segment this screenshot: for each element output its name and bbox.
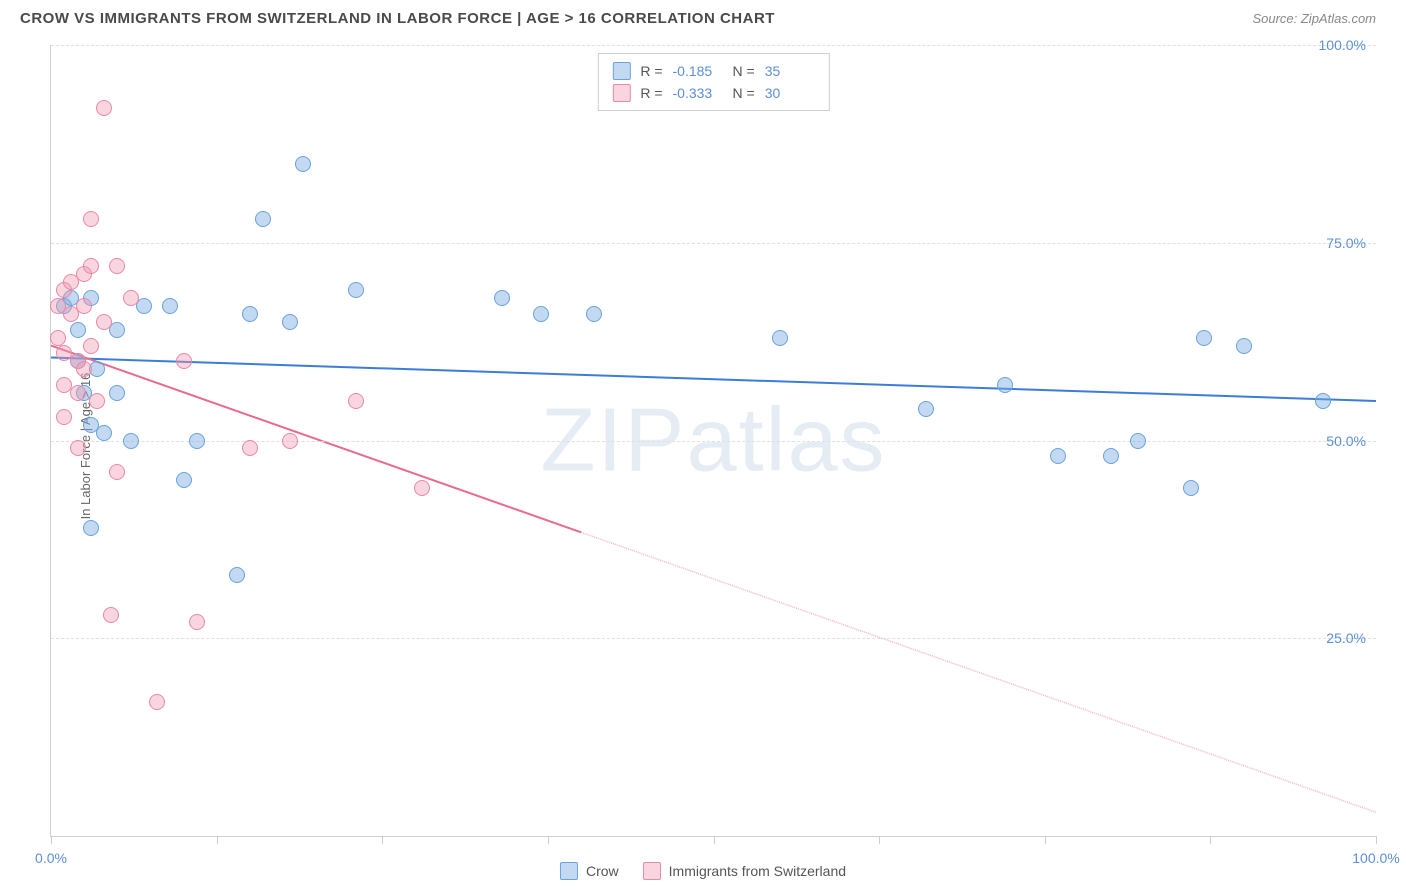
scatter-point — [1050, 448, 1066, 464]
scatter-point — [189, 433, 205, 449]
x-tick — [548, 836, 549, 844]
scatter-point — [56, 409, 72, 425]
scatter-point — [176, 472, 192, 488]
legend-row-crow: R = -0.185 N = 35 — [612, 60, 814, 82]
gridline — [51, 45, 1376, 46]
scatter-point — [282, 433, 298, 449]
scatter-chart: ZIPatlas R = -0.185 N = 35 R = -0.333 N … — [50, 45, 1376, 837]
chart-title: CROW VS IMMIGRANTS FROM SWITZERLAND IN L… — [20, 10, 775, 27]
scatter-point — [1103, 448, 1119, 464]
scatter-point — [70, 322, 86, 338]
chart-source: Source: ZipAtlas.com — [1252, 11, 1376, 26]
scatter-point — [1315, 393, 1331, 409]
scatter-point — [96, 425, 112, 441]
x-tick — [879, 836, 880, 844]
scatter-point — [1196, 330, 1212, 346]
chart-header: CROW VS IMMIGRANTS FROM SWITZERLAND IN L… — [0, 0, 1406, 37]
scatter-point — [70, 385, 86, 401]
scatter-point — [533, 306, 549, 322]
scatter-point — [83, 258, 99, 274]
x-tick — [382, 836, 383, 844]
n-label: N = — [733, 85, 755, 101]
n-label: N = — [733, 63, 755, 79]
x-tick-label: 0.0% — [35, 850, 67, 866]
scatter-point — [109, 464, 125, 480]
scatter-point — [997, 377, 1013, 393]
legend-label-crow: Crow — [586, 863, 619, 879]
scatter-point — [96, 100, 112, 116]
scatter-point — [189, 614, 205, 630]
r-label: R = — [640, 85, 662, 101]
scatter-point — [348, 282, 364, 298]
scatter-point — [242, 306, 258, 322]
scatter-point — [494, 290, 510, 306]
legend-label-swiss: Immigrants from Switzerland — [669, 863, 846, 879]
swiss-r-value: -0.333 — [673, 85, 723, 101]
scatter-point — [586, 306, 602, 322]
scatter-point — [83, 211, 99, 227]
scatter-point — [109, 258, 125, 274]
scatter-point — [70, 440, 86, 456]
x-tick-label: 100.0% — [1352, 850, 1399, 866]
swiss-swatch-icon — [612, 84, 630, 102]
scatter-point — [123, 433, 139, 449]
scatter-point — [918, 401, 934, 417]
series-legend: Crow Immigrants from Switzerland — [560, 862, 846, 880]
x-tick — [714, 836, 715, 844]
scatter-point — [229, 567, 245, 583]
scatter-point — [76, 298, 92, 314]
legend-item-swiss: Immigrants from Switzerland — [643, 862, 846, 880]
legend-item-crow: Crow — [560, 862, 619, 880]
scatter-point — [76, 361, 92, 377]
scatter-point — [103, 607, 119, 623]
x-tick — [1045, 836, 1046, 844]
scatter-point — [123, 290, 139, 306]
crow-swatch-icon — [612, 62, 630, 80]
crow-r-value: -0.185 — [673, 63, 723, 79]
scatter-point — [83, 520, 99, 536]
scatter-point — [1183, 480, 1199, 496]
scatter-point — [176, 353, 192, 369]
x-tick — [217, 836, 218, 844]
scatter-point — [414, 480, 430, 496]
gridline — [51, 243, 1376, 244]
swiss-n-value: 30 — [765, 85, 815, 101]
scatter-point — [162, 298, 178, 314]
y-tick-label: 50.0% — [1326, 433, 1366, 449]
scatter-point — [50, 330, 66, 346]
x-tick — [51, 836, 52, 844]
crow-n-value: 35 — [765, 63, 815, 79]
scatter-point — [1236, 338, 1252, 354]
r-label: R = — [640, 63, 662, 79]
scatter-point — [149, 694, 165, 710]
x-tick — [1210, 836, 1211, 844]
swiss-swatch-icon — [643, 862, 661, 880]
legend-row-swiss: R = -0.333 N = 30 — [612, 82, 814, 104]
x-tick — [1376, 836, 1377, 844]
scatter-point — [348, 393, 364, 409]
scatter-point — [96, 314, 112, 330]
correlation-legend: R = -0.185 N = 35 R = -0.333 N = 30 — [597, 53, 829, 111]
scatter-point — [89, 393, 105, 409]
y-tick-label: 100.0% — [1319, 37, 1366, 53]
scatter-point — [109, 385, 125, 401]
scatter-point — [83, 338, 99, 354]
gridline — [51, 638, 1376, 639]
scatter-point — [282, 314, 298, 330]
scatter-point — [255, 211, 271, 227]
y-tick-label: 25.0% — [1326, 630, 1366, 646]
scatter-point — [242, 440, 258, 456]
scatter-point — [295, 156, 311, 172]
y-tick-label: 75.0% — [1326, 235, 1366, 251]
crow-swatch-icon — [560, 862, 578, 880]
scatter-point — [1130, 433, 1146, 449]
scatter-point — [772, 330, 788, 346]
